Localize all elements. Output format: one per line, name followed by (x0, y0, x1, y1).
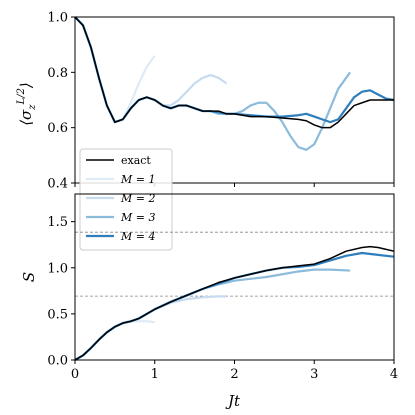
top-y-tick-label: 0.4 (47, 177, 68, 192)
top-series-line-exact (74, 16, 394, 129)
bottom-y-tick-label: 0.0 (47, 354, 68, 369)
bottom-series-line-exact (74, 245, 395, 361)
bottom-series-line-m3 (74, 268, 351, 361)
bottom-x-tick-label: 0 (71, 367, 79, 382)
legend-label: M = 3 (120, 211, 155, 224)
bottom-series-line-m2 (74, 295, 227, 361)
bottom-y-tick-label: 1.0 (47, 261, 68, 276)
bottom-series-group (74, 245, 395, 361)
top-y-label-main: ⟨σ (17, 109, 35, 126)
bottom-reference-lines (75, 231, 394, 297)
top-y-axis-label: ⟨σzL/2⟩ (16, 82, 38, 126)
legend: exact M = 1 M = 2 M = 3 M = 4 (79, 148, 173, 251)
top-series-line-m4 (74, 16, 395, 124)
bottom-ticks-group: 0.0 0.5 1.0 1.5 0 1 2 3 4 (47, 215, 398, 382)
bottom-x-tick-label: 4 (390, 367, 398, 382)
bottom-y-tick-label: 0.5 (47, 307, 68, 322)
top-y-tick-label: 0.6 (47, 121, 68, 136)
legend-box (79, 148, 173, 251)
top-ticks-group: 0.4 0.6 0.8 1.0 (47, 11, 395, 192)
top-y-label-sub: z (27, 104, 38, 111)
bottom-y-tick-label: 1.5 (47, 215, 68, 230)
top-series-group (74, 16, 395, 151)
bottom-series-line-m4 (74, 251, 395, 361)
top-panel: 0.4 0.6 0.8 1.0 ⟨σzL/2⟩ exact M = 1 M = 2 M = … (16, 11, 395, 251)
legend-label: M = 1 (120, 173, 155, 186)
legend-label: exact (121, 154, 151, 167)
bottom-x-tick-label: 2 (230, 367, 238, 382)
top-y-label-sup: L/2 (16, 88, 27, 105)
top-y-tick-label: 1.0 (47, 11, 68, 26)
top-series-line-m1 (74, 16, 156, 124)
legend-label: M = 4 (120, 230, 155, 243)
bottom-x-tick-label: 3 (310, 367, 318, 382)
bottom-x-tick-label: 1 (151, 367, 159, 382)
top-y-label-close: ⟩ (17, 82, 35, 89)
bottom-y-axis-label: S (20, 272, 38, 282)
top-series-line-m3 (74, 16, 352, 151)
x-axis-label: Jt (225, 392, 241, 410)
top-y-tick-label: 0.8 (47, 66, 68, 81)
bottom-panel: 0.0 0.5 1.0 1.5 0 1 2 3 4 S Jt (20, 193, 398, 410)
legend-label: M = 2 (120, 192, 155, 205)
